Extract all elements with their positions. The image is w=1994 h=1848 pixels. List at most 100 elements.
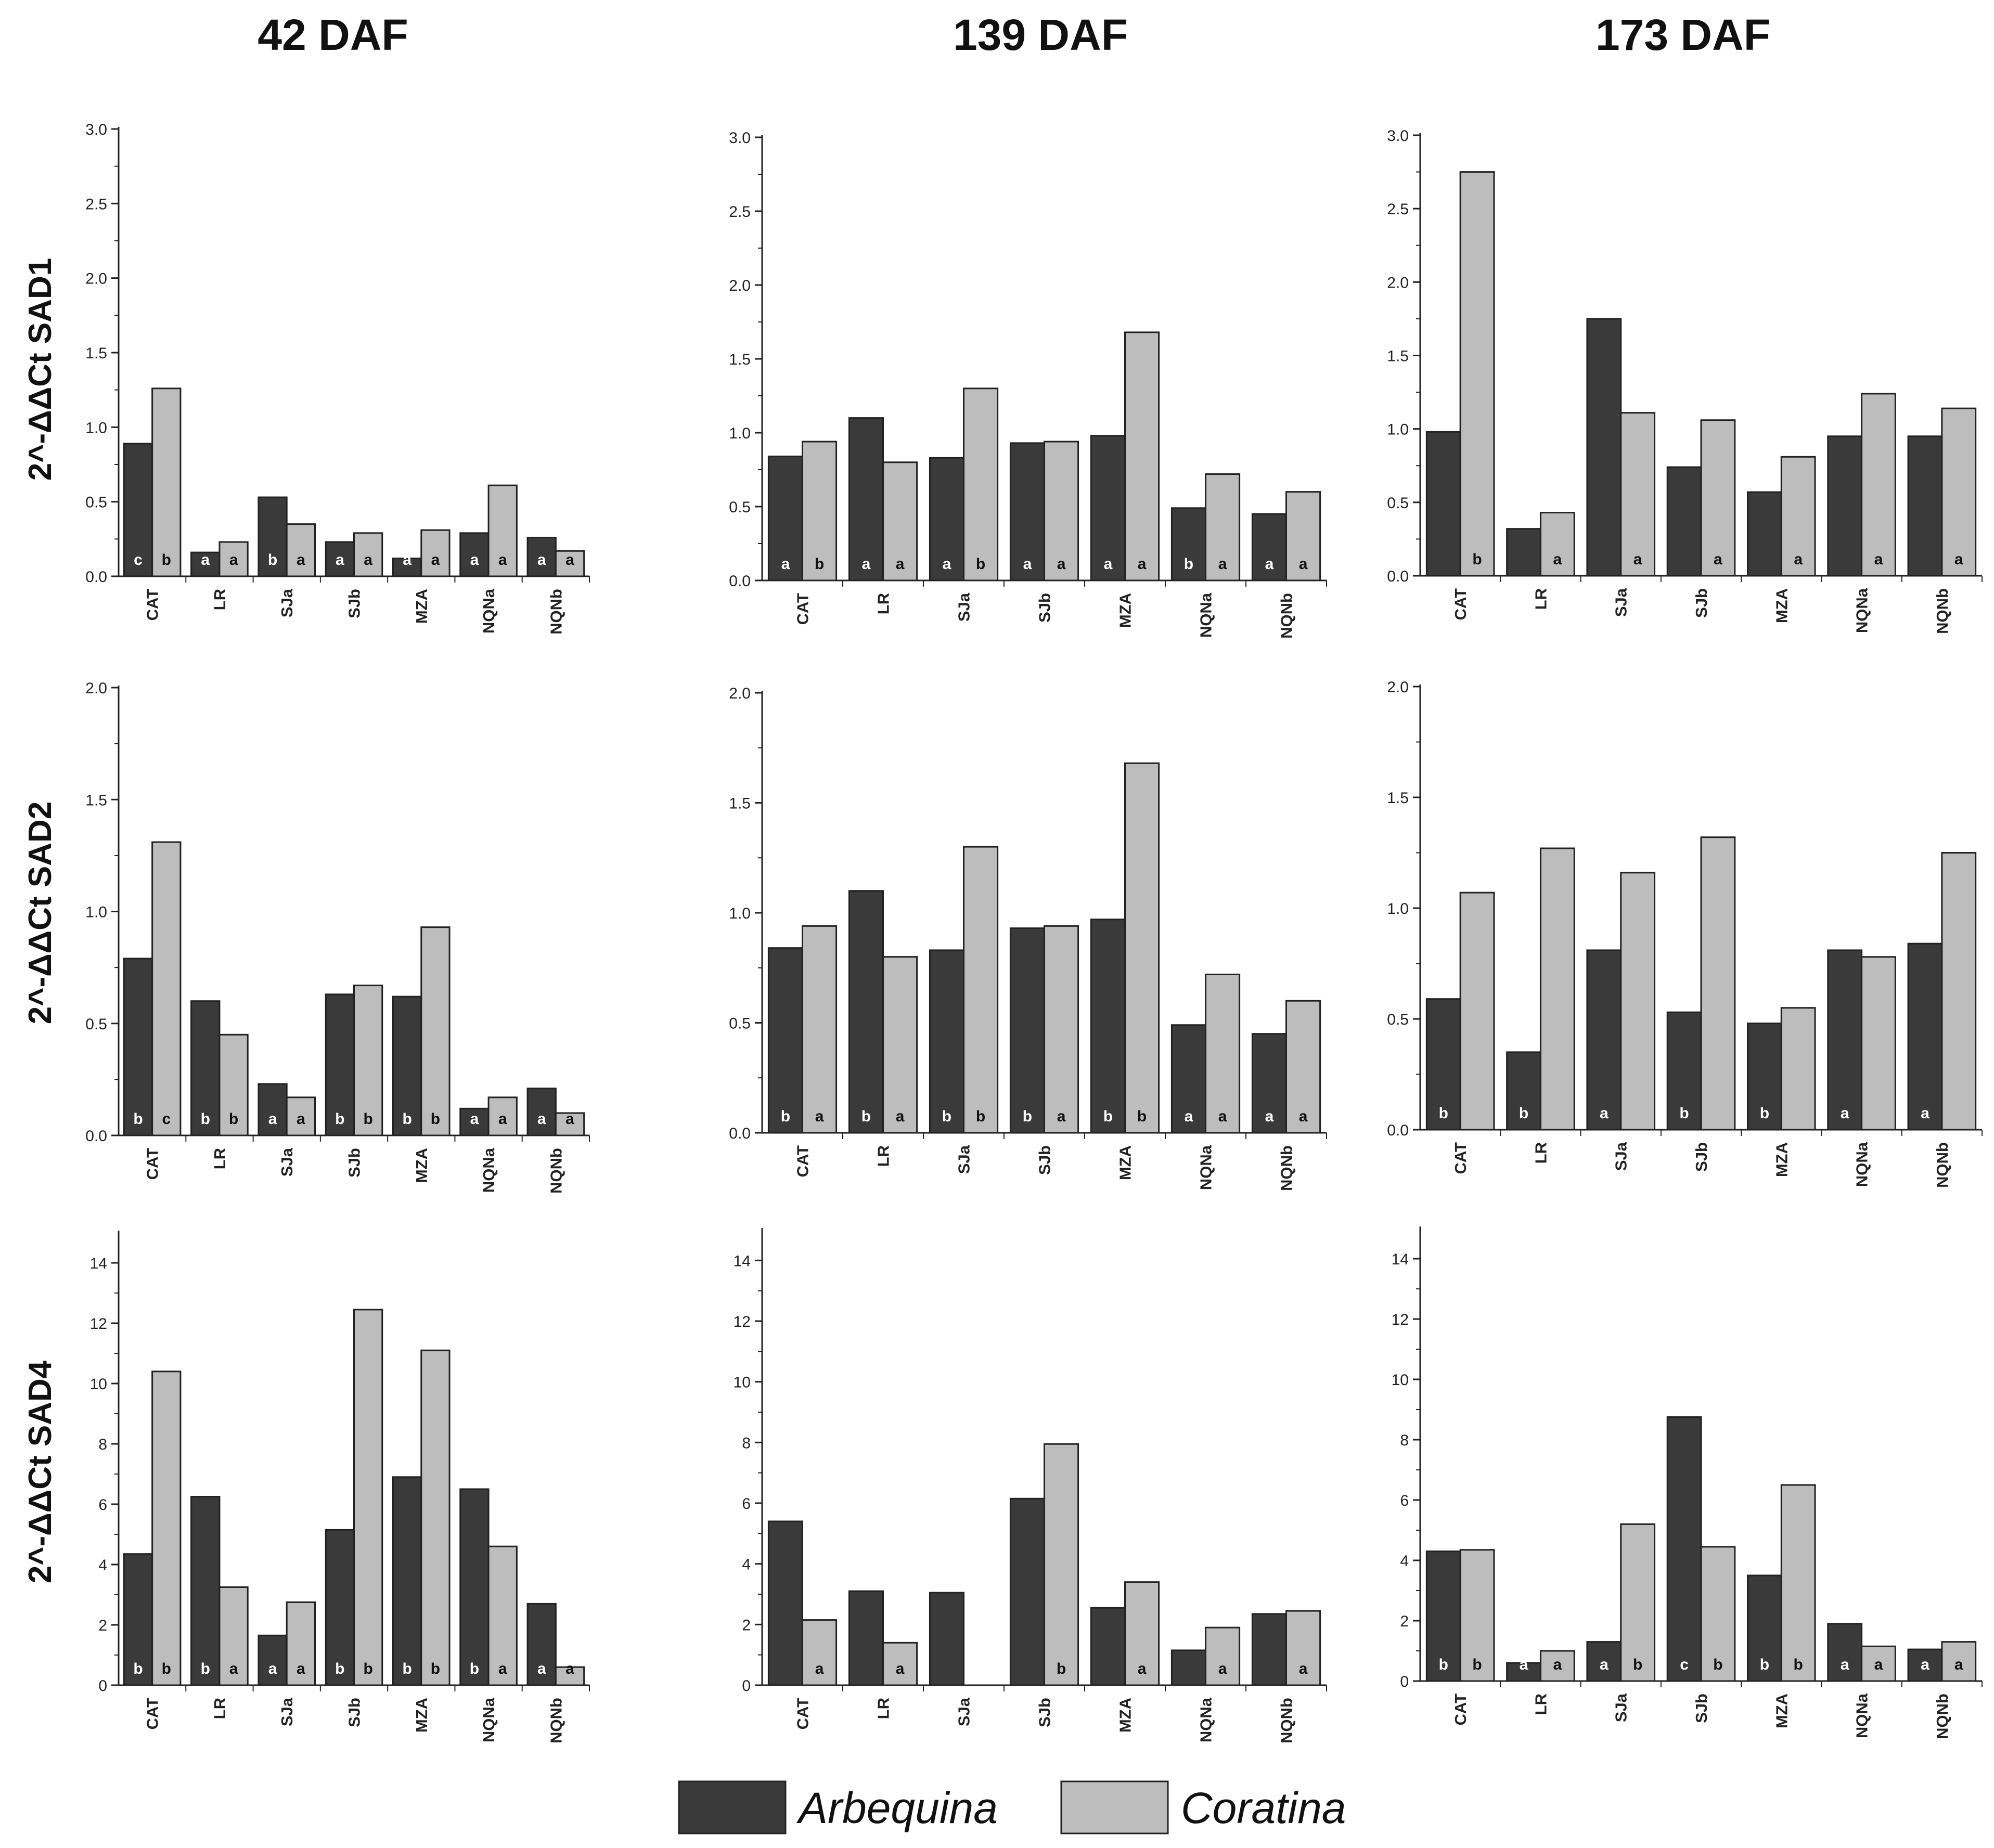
y-tick-label: 6 [742, 1495, 751, 1513]
bar-coratina-lr [1539, 847, 1575, 1131]
bar-coratina-lr [882, 1642, 918, 1686]
bar-arbequina-sjb [1666, 1416, 1702, 1682]
bar-coratina-cat [802, 1619, 838, 1686]
category-label-mza: MZA [1116, 1145, 1135, 1180]
category-label-sja: SJa [1612, 588, 1630, 617]
bar-arbequina-sjb [1009, 442, 1046, 581]
significance-letter: a [1520, 1656, 1528, 1673]
y-tick-label: 0.0 [1387, 1122, 1409, 1139]
significance-letter: a [1954, 551, 1963, 568]
significance-letter: a [1841, 1656, 1849, 1673]
category-label-sjb: SJb [1036, 593, 1054, 623]
category-label-sja: SJa [1612, 1693, 1630, 1722]
category-label-lr: LR [211, 589, 229, 610]
bar-coratina-sjb [1700, 419, 1736, 577]
y-tick-label: 0.5 [1387, 495, 1409, 512]
significance-letter: b [162, 1660, 171, 1677]
category-label-lr: LR [874, 593, 893, 614]
significance-letter: a [1265, 1108, 1274, 1125]
significance-letter: a [537, 1660, 546, 1677]
bar-coratina-cat [151, 387, 182, 577]
category-label-nqna: NQNa [1853, 588, 1871, 633]
bar-coratina-nqna [1205, 473, 1241, 581]
bar-arbequina-nqnb [526, 536, 557, 577]
bar-coratina-sja [963, 387, 999, 581]
panel-sad2-139-daf: 0.0 0.5 1.0 1.5 2.0 b a CAT b a LR b b SJa b a SJb b b MZA a… [729, 685, 1327, 1191]
bar-coratina-mza [1124, 331, 1160, 581]
column-title-139-daf: 139 DAF [953, 10, 1128, 59]
significance-letter: b [402, 1110, 411, 1128]
bar-arbequina-cat [123, 443, 153, 577]
y-tick-label: 8 [1400, 1432, 1409, 1449]
y-tick-label: 1.5 [729, 795, 751, 812]
significance-letter: a [1104, 555, 1113, 573]
significance-letter: b [1439, 1656, 1448, 1673]
bar-arbequina-lr [848, 417, 884, 581]
bar-coratina-nqnb [1941, 852, 1977, 1131]
bar-arbequina-sja [929, 457, 965, 581]
bar-coratina-nqnb [1941, 1641, 1977, 1682]
bar-coratina-nqna [1205, 973, 1241, 1134]
category-label-sja: SJa [955, 1697, 973, 1726]
y-tick-label: 1.0 [1387, 900, 1409, 917]
significance-letter: a [1299, 555, 1308, 573]
bar-arbequina-nqna [1827, 1623, 1863, 1682]
bar-arbequina-lr [848, 890, 884, 1134]
significance-letter: a [781, 555, 790, 573]
bar-coratina-mza [1780, 1484, 1816, 1682]
significance-letter: a [1218, 555, 1227, 573]
significance-letter: a [229, 551, 238, 568]
bar-arbequina-lr [190, 1496, 221, 1686]
bar-coratina-cat [1459, 891, 1495, 1131]
y-tick-label: 0.5 [729, 499, 751, 516]
bar-coratina-nqna [1205, 1626, 1241, 1686]
category-label-lr: LR [874, 1145, 893, 1167]
significance-letter: a [470, 551, 479, 568]
y-tick-label: 3.0 [729, 130, 751, 147]
significance-letter: b [1519, 1105, 1528, 1122]
significance-letter: a [1874, 1656, 1883, 1673]
row-title-sad1: 2^-ΔΔCt SAD1 [22, 258, 58, 481]
bar-arbequina-lr [190, 1000, 221, 1136]
significance-letter: a [1265, 555, 1274, 573]
bar-coratina-cat [802, 441, 838, 581]
bar-coratina-nqnb [555, 1666, 585, 1686]
bar-arbequina-nqna [459, 1488, 490, 1686]
category-label-sja: SJa [278, 588, 296, 617]
y-tick-label: 0.5 [729, 1015, 751, 1032]
bar-coratina-cat [1459, 1549, 1495, 1682]
bar-coratina-sja [286, 1096, 316, 1136]
y-tick-label: 14 [734, 1252, 751, 1270]
category-label-sjb: SJb [1036, 1145, 1054, 1175]
y-tick-label: 0.0 [729, 573, 751, 590]
y-tick-label: 2 [1400, 1613, 1409, 1630]
legend-swatch-arbequina [678, 1780, 787, 1834]
bar-coratina-sjb [1044, 441, 1079, 581]
y-tick-label: 8 [98, 1436, 107, 1453]
bar-arbequina-nqnb [1907, 1648, 1943, 1682]
bar-arbequina-nqna [1827, 435, 1863, 577]
significance-letter: b [470, 1660, 479, 1677]
bar-coratina-lr [882, 461, 918, 581]
category-label-nqnb: NQNb [547, 1148, 565, 1194]
category-label-lr: LR [874, 1698, 893, 1719]
bar-coratina-nqnb [555, 1112, 585, 1136]
significance-letter: a [268, 1660, 277, 1677]
bar-coratina-sjb [353, 985, 383, 1136]
y-tick-label: 2.0 [729, 277, 751, 294]
panel-sad1-173-daf: 0.0 0.5 1.0 1.5 2.0 2.5 3.0 b CAT a LR a SJa a SJb a MZA… [1387, 127, 1983, 634]
y-tick-label: 1.5 [729, 351, 751, 368]
bar-arbequina-cat [123, 1553, 153, 1686]
bar-coratina-nqna [1861, 956, 1896, 1131]
category-label-sjb: SJb [345, 589, 364, 618]
significance-letter: a [565, 1110, 574, 1128]
y-tick-label: 1.5 [1387, 348, 1409, 365]
bar-arbequina-mza [1746, 491, 1782, 577]
bar-arbequina-nqnb [1251, 1033, 1287, 1134]
significance-letter: b [431, 1660, 440, 1677]
y-tick-label: 1.5 [85, 345, 107, 362]
significance-letter: a [297, 1110, 305, 1128]
category-label-mza: MZA [413, 1148, 431, 1183]
legend-swatch-coratina [1060, 1780, 1169, 1834]
significance-letter: c [1680, 1656, 1689, 1673]
